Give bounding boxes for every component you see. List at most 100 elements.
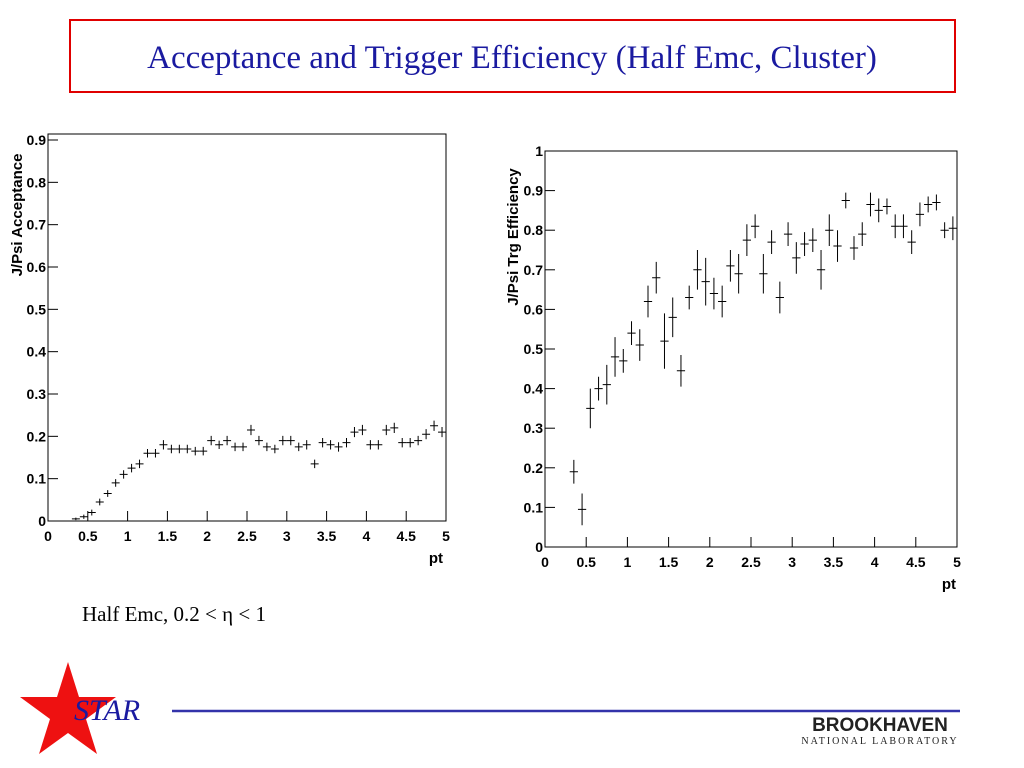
data-point xyxy=(183,444,192,454)
data-point xyxy=(430,420,439,431)
data-point xyxy=(103,490,112,497)
x-tick-label: 2.5 xyxy=(237,528,257,544)
y-tick-label: 0.1 xyxy=(524,499,544,515)
data-point xyxy=(191,446,200,456)
data-point xyxy=(87,509,96,516)
y-tick-label: 0.7 xyxy=(524,262,544,278)
data-point xyxy=(808,228,817,252)
data-point xyxy=(586,388,595,429)
y-tick-label: 0 xyxy=(38,513,46,529)
data-point xyxy=(414,435,423,446)
data-point xyxy=(734,253,743,294)
data-point xyxy=(71,517,80,521)
data-point xyxy=(127,463,136,473)
data-point xyxy=(948,216,957,241)
x-axis-label: pt xyxy=(429,550,443,567)
caption: Half Emc, 0.2 < η < 1 xyxy=(82,602,266,626)
data-point xyxy=(792,242,801,274)
x-tick-label: 1 xyxy=(124,528,132,544)
data-point xyxy=(849,236,859,260)
data-point xyxy=(751,214,760,239)
data-point xyxy=(79,514,88,519)
y-tick-label: 0.4 xyxy=(524,381,544,397)
y-tick-label: 0.1 xyxy=(27,471,47,487)
bnl-sub: NATIONAL LABORATORY xyxy=(801,736,958,747)
y-axis-label: J/Psi Trg Efficiency xyxy=(505,168,522,306)
data-point xyxy=(767,230,776,254)
data-point xyxy=(833,230,842,262)
plot-frame xyxy=(544,150,958,548)
data-point xyxy=(342,438,351,448)
data-point xyxy=(143,449,152,458)
data-point xyxy=(742,224,751,256)
data-point xyxy=(882,198,892,215)
data-point xyxy=(915,202,925,227)
data-point xyxy=(438,427,446,438)
data-point xyxy=(310,459,319,469)
data-point xyxy=(366,440,375,450)
x-tick-label: 0.5 xyxy=(78,528,98,544)
y-tick-label: 0 xyxy=(535,539,543,555)
x-tick-label: 5 xyxy=(442,528,450,544)
data-point xyxy=(398,438,407,448)
data-point xyxy=(135,459,144,469)
data-point xyxy=(800,232,809,256)
data-point xyxy=(270,444,279,454)
data-point xyxy=(891,214,900,239)
data-point xyxy=(676,354,686,387)
data-point xyxy=(294,442,303,452)
data-point xyxy=(619,349,628,373)
data-point xyxy=(685,285,694,310)
x-tick-label: 3 xyxy=(788,554,796,570)
x-tick-label: 4 xyxy=(363,528,371,544)
y-tick-label: 0.6 xyxy=(27,259,47,275)
data-point xyxy=(231,442,240,452)
y-tick-label: 0.4 xyxy=(27,344,47,360)
x-tick-label: 5 xyxy=(953,554,961,570)
data-point xyxy=(422,429,431,440)
y-axis-label: J/Psi Acceptance xyxy=(9,154,26,277)
data-point xyxy=(119,470,128,479)
data-point xyxy=(262,442,271,452)
data-point xyxy=(350,427,359,438)
y-tick-label: 0.2 xyxy=(27,428,47,444)
data-point xyxy=(569,459,578,484)
data-point xyxy=(577,493,587,526)
plot-frame xyxy=(47,133,447,522)
x-tick-label: 3 xyxy=(283,528,291,544)
data-point xyxy=(167,444,176,454)
x-tick-label: 1.5 xyxy=(659,554,679,570)
data-point xyxy=(326,440,335,450)
data-point xyxy=(940,222,949,239)
x-tick-label: 4.5 xyxy=(396,528,416,544)
data-point xyxy=(693,250,702,290)
data-point xyxy=(709,277,719,310)
data-point xyxy=(652,261,661,294)
y-tick-label: 0.5 xyxy=(27,301,47,317)
data-point xyxy=(775,281,784,314)
x-tick-label: 2 xyxy=(203,528,211,544)
y-tick-label: 0.8 xyxy=(524,222,544,238)
x-tick-label: 1 xyxy=(624,554,632,570)
y-tick-label: 0.8 xyxy=(27,174,47,190)
data-point xyxy=(816,250,826,290)
x-tick-label: 4 xyxy=(871,554,879,570)
x-tick-label: 2.5 xyxy=(741,554,761,570)
x-tick-label: 4.5 xyxy=(906,554,926,570)
slide-title: Acceptance and Trigger Efficiency (Half … xyxy=(147,40,877,76)
data-point xyxy=(668,297,677,338)
y-tick-label: 0.9 xyxy=(27,132,47,148)
data-point xyxy=(924,196,933,213)
data-point xyxy=(635,329,644,361)
data-point xyxy=(159,440,168,450)
data-point xyxy=(643,285,653,318)
data-point xyxy=(627,321,636,346)
data-point xyxy=(278,435,287,446)
data-point xyxy=(594,376,603,401)
data-point xyxy=(783,222,793,247)
data-point xyxy=(199,446,208,456)
data-point xyxy=(701,257,710,306)
data-point xyxy=(374,440,383,450)
x-tick-label: 3.5 xyxy=(317,528,337,544)
y-tick-label: 0.2 xyxy=(524,460,544,476)
